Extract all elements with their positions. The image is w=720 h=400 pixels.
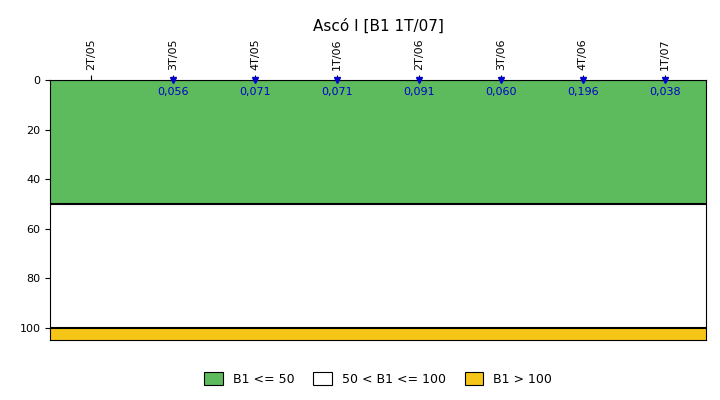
Text: 0,071: 0,071 [321, 88, 353, 98]
Text: 0,091: 0,091 [403, 88, 435, 98]
Text: 0,038: 0,038 [649, 88, 680, 98]
Bar [50, 80, 706, 204]
Text: 0,071: 0,071 [239, 88, 271, 98]
Text: 0,196: 0,196 [567, 88, 598, 98]
Text: 0,056: 0,056 [158, 88, 189, 98]
Text: 0,060: 0,060 [485, 88, 517, 98]
Bar [50, 204, 706, 328]
Bar [50, 328, 706, 340]
Title: Ascó I [B1 1T/07]: Ascó I [B1 1T/07] [312, 18, 444, 33]
Legend: B1 <= 50, 50 < B1 <= 100, B1 > 100: B1 <= 50, 50 < B1 <= 100, B1 > 100 [199, 367, 557, 391]
